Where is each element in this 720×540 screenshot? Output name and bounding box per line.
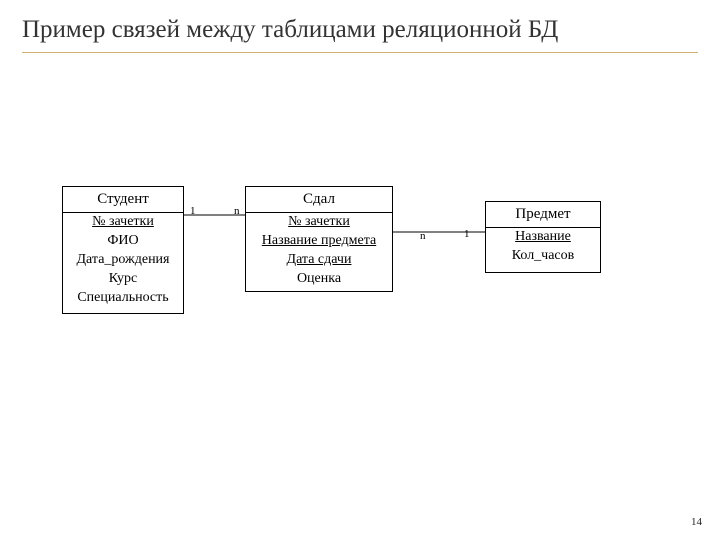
page-number: 14: [691, 516, 702, 528]
relation-sdal-predmet-line: [0, 0, 720, 540]
relation-sdal-predmet-right-cardinality: 1: [464, 228, 470, 240]
relation-sdal-predmet-left-cardinality: n: [420, 230, 426, 242]
